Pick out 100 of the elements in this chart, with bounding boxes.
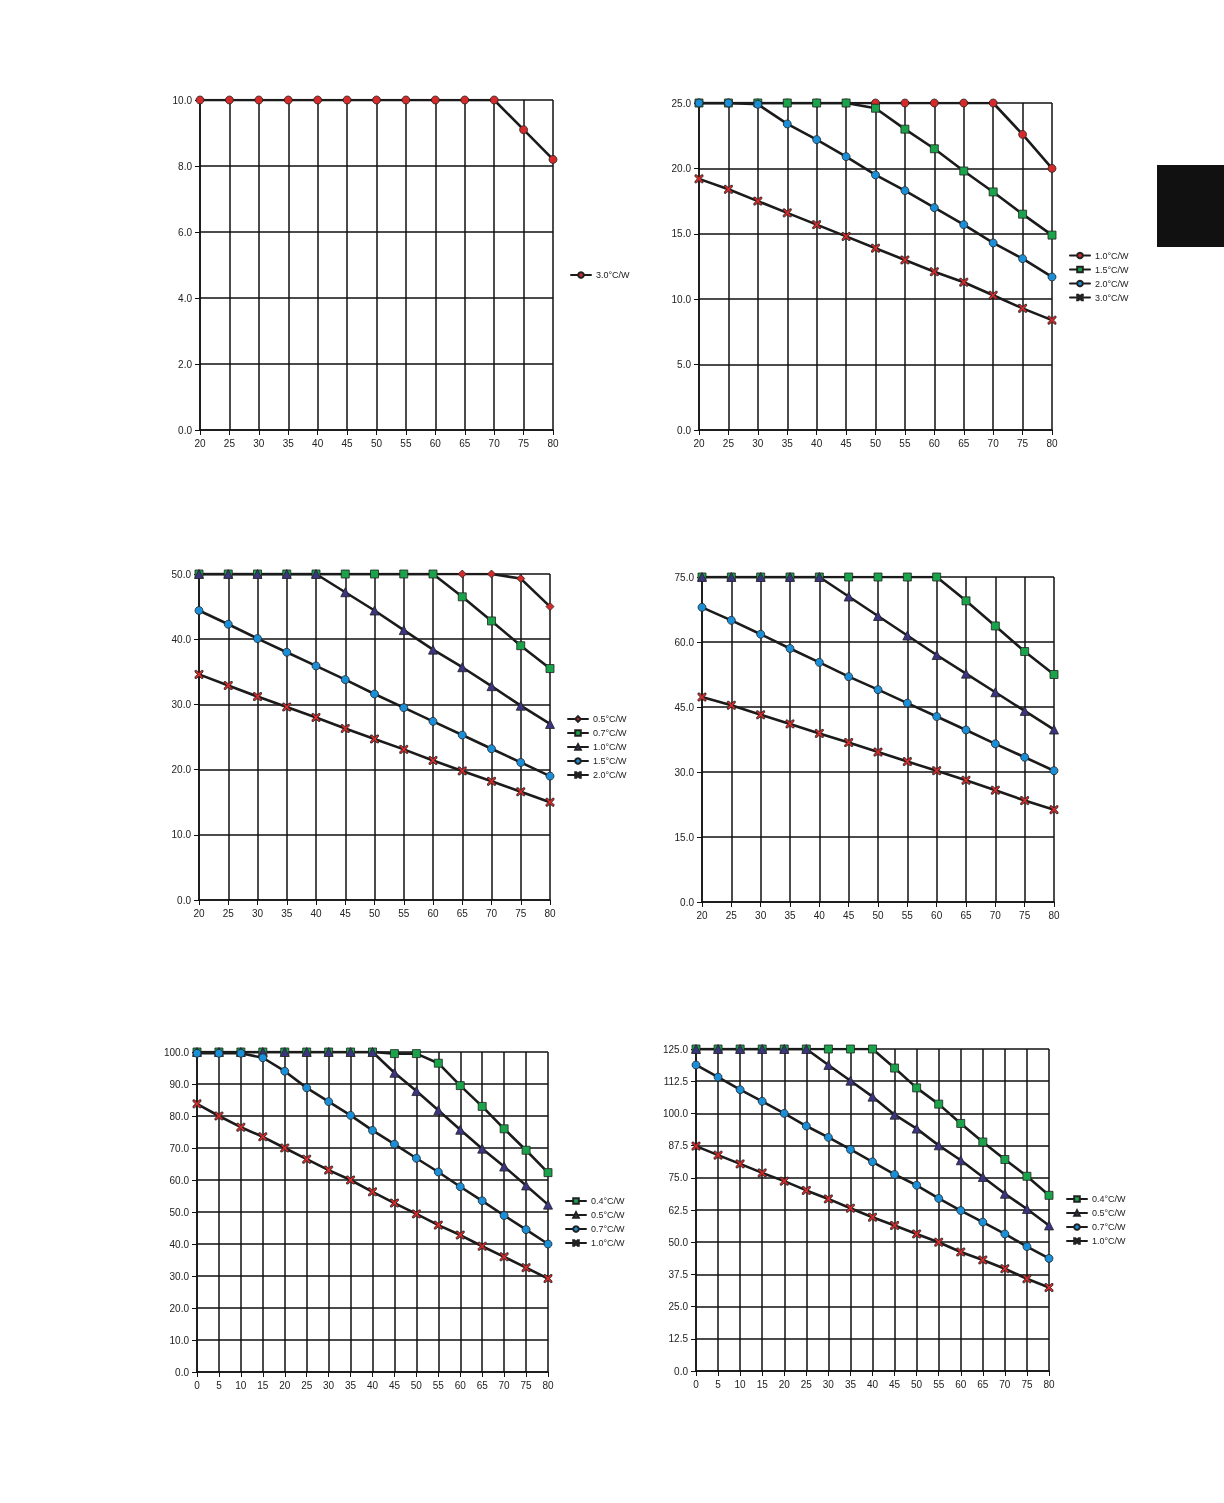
y-tick-label: 40.0 bbox=[169, 1238, 190, 1250]
x-tick-label: 75 bbox=[520, 1379, 533, 1391]
x-tick-label: 80 bbox=[547, 437, 559, 449]
x-tick-label: 70 bbox=[498, 1379, 511, 1391]
y-tick-label: 15.0 bbox=[671, 228, 692, 240]
y-tick-label: 10.0 bbox=[172, 94, 193, 106]
x-tick-label: 65 bbox=[476, 1379, 489, 1391]
legend-label: 3.0°C/W bbox=[1095, 292, 1130, 303]
x-tick-label: 65 bbox=[456, 907, 469, 919]
x-tick-label: 35 bbox=[281, 907, 293, 919]
x-tick-label: 70 bbox=[987, 437, 1000, 449]
x-tick-label: 65 bbox=[459, 437, 471, 449]
y-tick-label: 0.0 bbox=[674, 1365, 689, 1377]
x-tick-label: 25 bbox=[223, 437, 236, 449]
y-tick-label: 37.5 bbox=[668, 1268, 689, 1280]
x-tick-label: 35 bbox=[784, 909, 796, 921]
x-tick-label: 60 bbox=[955, 1378, 967, 1390]
legend-label: 0.7°C/W bbox=[593, 728, 628, 738]
x-tick-label: 80 bbox=[1043, 1378, 1055, 1390]
x-tick-label: 20 bbox=[194, 437, 206, 449]
legend-label: 0.7°C/W bbox=[1092, 1222, 1127, 1232]
x-tick-label: 35 bbox=[345, 1379, 357, 1391]
x-tick-label: 60 bbox=[429, 437, 442, 449]
x-tick-label: 45 bbox=[840, 437, 853, 449]
x-tick-label: 55 bbox=[899, 437, 911, 449]
y-tick-label: 0.0 bbox=[177, 894, 192, 906]
x-tick-label: 0 bbox=[194, 1379, 201, 1391]
x-tick-label: 55 bbox=[933, 1378, 945, 1390]
x-tick-label: 0 bbox=[693, 1378, 700, 1390]
x-tick-label: 25 bbox=[722, 437, 735, 449]
x-tick-label: 60 bbox=[931, 909, 943, 921]
x-tick-label: 40 bbox=[366, 1379, 379, 1391]
legend-label: 1.0°C/W bbox=[1092, 1236, 1127, 1246]
x-tick-label: 20 bbox=[778, 1378, 791, 1390]
legend-label: 0.5°C/W bbox=[593, 714, 628, 724]
y-tick-label: 50.0 bbox=[171, 568, 192, 580]
y-tick-label: 25.0 bbox=[668, 1301, 689, 1313]
x-tick-label: 15 bbox=[756, 1378, 769, 1390]
y-tick-label: 20.0 bbox=[171, 764, 192, 776]
y-tick-label: 50.0 bbox=[169, 1206, 190, 1218]
x-tick-label: 25 bbox=[725, 909, 738, 921]
y-tick-label: 60.0 bbox=[674, 636, 695, 648]
x-tick-label: 75 bbox=[1019, 909, 1031, 921]
x-tick-label: 40 bbox=[813, 909, 826, 921]
x-tick-label: 5 bbox=[715, 1378, 722, 1390]
legend-label: 2.0°C/W bbox=[593, 770, 628, 780]
x-tick-label: 75 bbox=[518, 437, 530, 449]
x-tick-label: 60 bbox=[427, 907, 439, 919]
x-tick-label: 60 bbox=[928, 437, 941, 449]
x-tick-label: 35 bbox=[781, 437, 794, 449]
legend-label: 1.0°C/W bbox=[591, 1238, 626, 1248]
x-tick-label: 40 bbox=[811, 437, 823, 449]
legend-label: 0.5°C/W bbox=[1092, 1208, 1127, 1218]
x-tick-label: 45 bbox=[889, 1378, 901, 1390]
legend-label: 0.5°C/W bbox=[591, 1210, 626, 1220]
y-tick-label: 30.0 bbox=[674, 766, 695, 778]
x-tick-label: 25 bbox=[800, 1378, 813, 1390]
y-tick-label: 112.5 bbox=[663, 1075, 689, 1087]
x-tick-label: 10 bbox=[235, 1379, 247, 1391]
x-tick-label: 60 bbox=[454, 1379, 467, 1391]
x-tick-label: 80 bbox=[1048, 909, 1060, 921]
y-tick-label: 70.0 bbox=[169, 1142, 190, 1154]
y-tick-label: 20.0 bbox=[671, 162, 692, 174]
legend-label: 1.0°C/W bbox=[1095, 250, 1130, 261]
y-tick-label: 30.0 bbox=[169, 1270, 190, 1282]
y-tick-label: 62.5 bbox=[668, 1204, 689, 1216]
y-tick-label: 45.0 bbox=[674, 701, 695, 713]
y-tick-label: 100.0 bbox=[662, 1107, 689, 1119]
legend-label: 1.5°C/W bbox=[1095, 264, 1130, 275]
x-tick-label: 40 bbox=[866, 1378, 879, 1390]
x-tick-label: 20 bbox=[693, 437, 705, 449]
x-tick-label: 70 bbox=[485, 907, 498, 919]
x-tick-label: 50 bbox=[911, 1378, 923, 1390]
y-tick-label: 2.0 bbox=[178, 358, 193, 370]
legend-label: 1.0°C/W bbox=[593, 742, 628, 752]
x-tick-label: 30 bbox=[323, 1379, 335, 1391]
y-tick-label: 100.0 bbox=[163, 1046, 190, 1058]
y-tick-label: 0.0 bbox=[677, 424, 692, 436]
y-tick-label: 0.0 bbox=[680, 896, 695, 908]
x-tick-label: 35 bbox=[282, 437, 295, 449]
x-tick-label: 65 bbox=[977, 1378, 989, 1390]
y-tick-label: 8.0 bbox=[178, 160, 193, 172]
x-tick-label: 70 bbox=[989, 909, 1002, 921]
y-tick-label: 60.0 bbox=[169, 1174, 190, 1186]
y-tick-label: 25.0 bbox=[671, 97, 692, 109]
x-tick-label: 70 bbox=[999, 1378, 1011, 1390]
y-tick-label: 12.5 bbox=[668, 1333, 689, 1345]
x-tick-label: 50 bbox=[368, 907, 381, 919]
x-tick-label: 30 bbox=[822, 1378, 835, 1390]
x-tick-label: 45 bbox=[341, 437, 354, 449]
x-tick-label: 55 bbox=[398, 907, 410, 919]
legend-label: 0.4°C/W bbox=[591, 1196, 626, 1206]
x-tick-label: 50 bbox=[410, 1379, 423, 1391]
y-tick-label: 6.0 bbox=[178, 226, 193, 238]
x-tick-label: 80 bbox=[542, 1379, 554, 1391]
y-tick-label: 87.5 bbox=[668, 1140, 689, 1152]
y-tick-label: 5.0 bbox=[677, 359, 692, 371]
x-tick-label: 5 bbox=[216, 1379, 223, 1391]
y-tick-label: 4.0 bbox=[178, 292, 193, 304]
x-tick-label: 75 bbox=[515, 907, 527, 919]
